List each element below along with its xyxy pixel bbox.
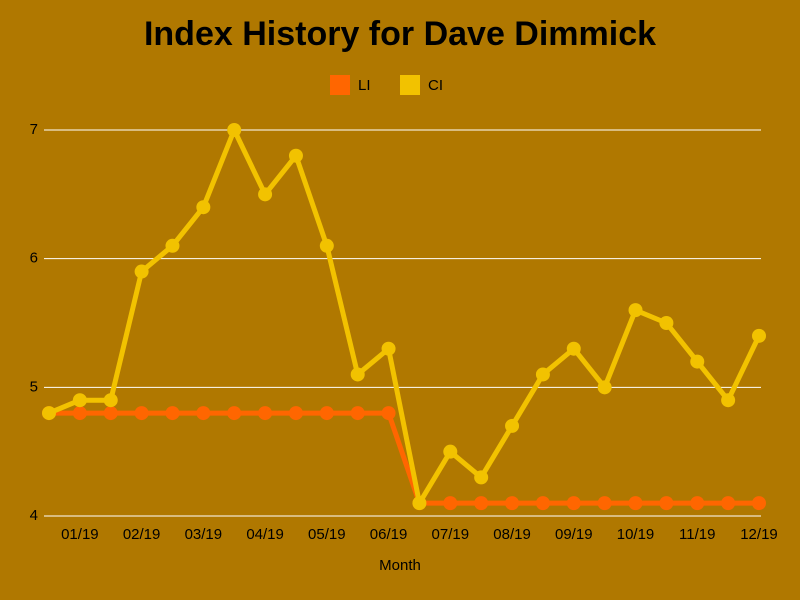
point (505, 418, 520, 433)
y-tick-label: 7 (30, 121, 38, 138)
point (752, 496, 766, 511)
x-tick-label: 12/19 (740, 526, 778, 543)
x-tick-label: 05/19 (308, 526, 346, 543)
y-tick-label: 4 (30, 507, 38, 524)
legend-label: LI (358, 77, 371, 94)
x-tick-label: 03/19 (185, 526, 223, 543)
point (319, 238, 334, 253)
x-tick-label: 06/19 (370, 526, 408, 543)
point (721, 393, 736, 408)
legend-label: CI (428, 77, 443, 94)
point (535, 496, 550, 511)
legend-swatch (330, 75, 350, 95)
y-tick-label: 5 (30, 378, 38, 395)
point (659, 316, 674, 330)
point (288, 148, 303, 163)
point (566, 341, 581, 356)
x-tick-label: 08/19 (493, 526, 531, 543)
x-tick-label: 01/19 (61, 526, 99, 543)
point (288, 406, 303, 421)
point (350, 367, 365, 382)
point (628, 303, 643, 318)
x-tick-label: 10/19 (617, 526, 655, 543)
point (134, 264, 149, 279)
point (597, 496, 612, 511)
point (72, 406, 87, 421)
point (196, 200, 211, 215)
point (227, 123, 242, 137)
point (505, 496, 520, 511)
point (319, 406, 334, 421)
point (381, 341, 396, 356)
point (443, 444, 458, 459)
point (42, 406, 56, 421)
point (134, 406, 149, 421)
point (381, 406, 396, 421)
legend-swatch (400, 75, 420, 95)
point (412, 496, 427, 511)
point (597, 380, 612, 395)
x-axis-label: Month (379, 557, 421, 574)
point (103, 406, 118, 421)
point (752, 328, 766, 343)
point (72, 393, 87, 408)
point (628, 496, 643, 511)
point (258, 187, 273, 202)
point (350, 406, 365, 421)
x-tick-label: 07/19 (432, 526, 470, 543)
point (165, 238, 180, 253)
point (196, 406, 211, 421)
x-tick-label: 02/19 (123, 526, 161, 543)
point (165, 406, 180, 421)
point (474, 470, 489, 485)
point (258, 406, 273, 421)
point (690, 496, 705, 511)
chart-title: Index History for Dave Dimmick (144, 15, 656, 53)
x-tick-label: 04/19 (246, 526, 284, 543)
point (721, 496, 736, 511)
x-tick-label: 11/19 (679, 526, 715, 543)
point (566, 496, 581, 511)
y-tick-label: 6 (30, 250, 38, 267)
point (227, 406, 242, 421)
point (690, 354, 705, 369)
x-tick-label: 09/19 (555, 526, 593, 543)
point (535, 367, 550, 382)
point (103, 393, 118, 408)
point (443, 496, 458, 511)
point (474, 496, 489, 511)
point (659, 496, 674, 511)
